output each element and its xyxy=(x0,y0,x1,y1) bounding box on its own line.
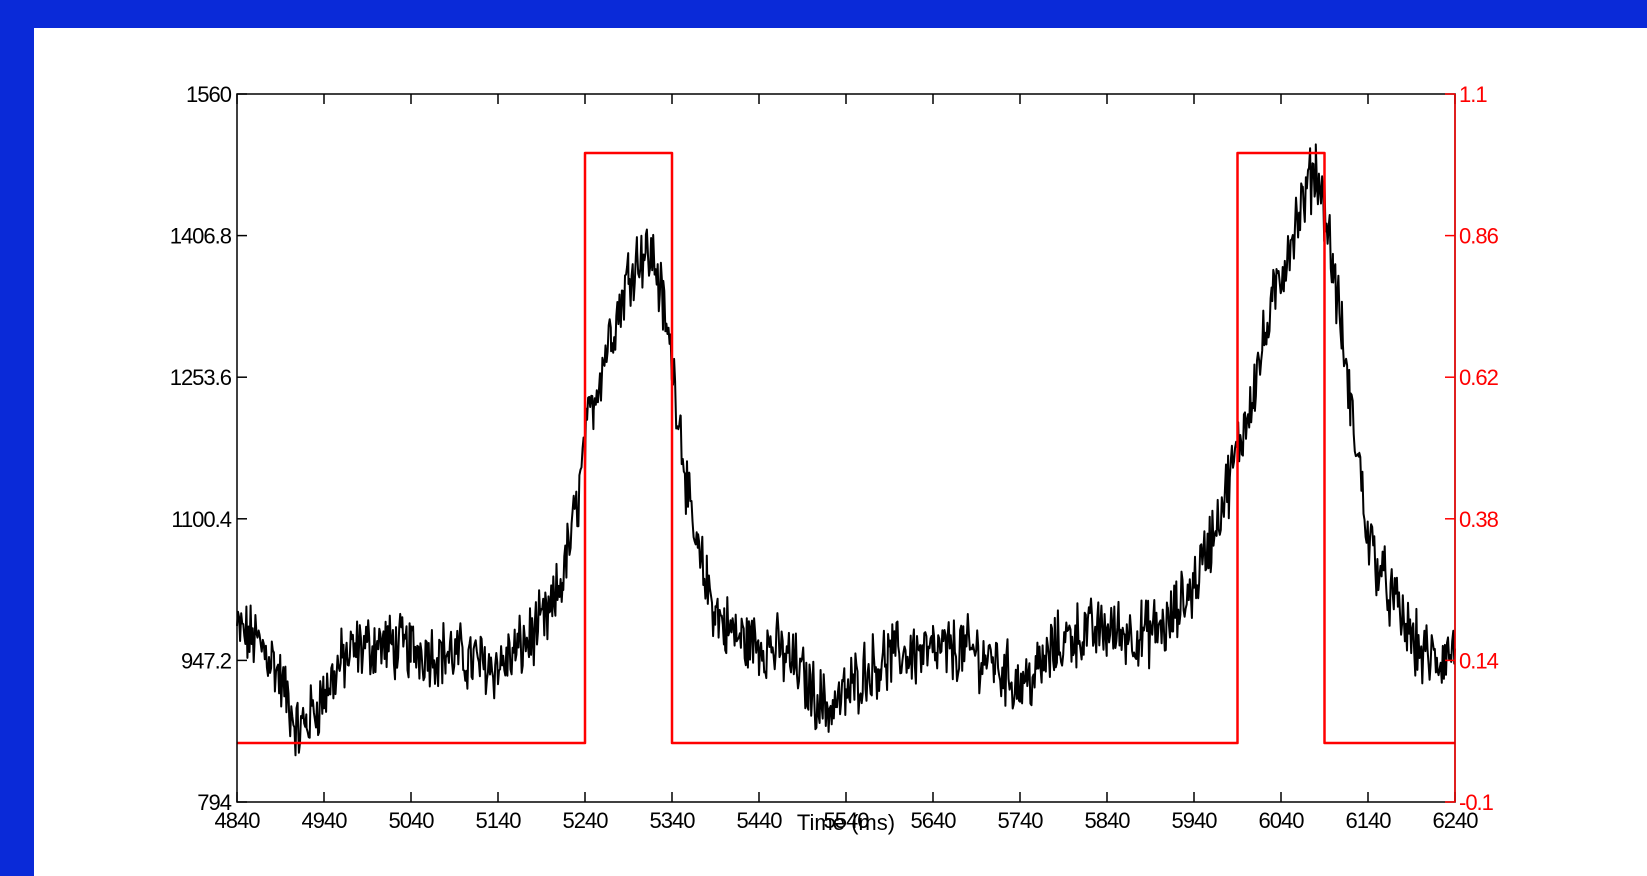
ticks-layer xyxy=(236,93,1456,803)
y-right-tick-label: 0.38 xyxy=(1459,507,1499,532)
x-tick-label: 5240 xyxy=(563,808,609,833)
x-tick-label: 5940 xyxy=(1172,808,1218,833)
x-tick-label: 4840 xyxy=(215,808,261,833)
stimulus-series-line xyxy=(237,151,1455,745)
y-left-tick-label: 1253.6 xyxy=(170,365,232,390)
x-tick-label: 5340 xyxy=(650,808,696,833)
y-right-tick-label: -0.1 xyxy=(1459,790,1494,815)
x-tick-label: 6140 xyxy=(1346,808,1392,833)
x-tick-label: 5140 xyxy=(476,808,522,833)
figure-frame: 4840 4940 5040 5140 5240 5340 5440 5540 5640 5740… xyxy=(34,28,1647,876)
x-axis-label: Time (ms) xyxy=(797,810,895,835)
y-right-tick-label: 0.62 xyxy=(1459,365,1499,390)
y-left-tick-label: 1100.4 xyxy=(171,507,231,532)
x-tick-label: 5440 xyxy=(737,808,783,833)
y-left-tick-label: 947.2 xyxy=(181,648,232,673)
y-left-tick-label: 1406.8 xyxy=(170,224,232,249)
x-tick-label: 6040 xyxy=(1259,808,1305,833)
y-left-tick-label: 794 xyxy=(197,790,231,815)
labels-layer: 4840 4940 5040 5140 5240 5340 5440 5540 5640 5740… xyxy=(170,82,1500,833)
series-layer xyxy=(236,143,1456,757)
chart: 4840 4940 5040 5140 5240 5340 5440 5540 5640 5740… xyxy=(170,82,1500,835)
y-right-tick-label: 0.86 xyxy=(1459,224,1499,249)
y-right-tick-label: 0.14 xyxy=(1459,648,1499,673)
y-left-tick-label: 1560 xyxy=(186,82,232,107)
x-tick-label: 5740 xyxy=(998,808,1044,833)
x-tick-label: 5640 xyxy=(911,808,957,833)
plot-area xyxy=(237,94,1455,802)
signal-series-line xyxy=(236,143,1456,757)
x-tick-label: 5840 xyxy=(1085,808,1131,833)
x-tick-label: 6240 xyxy=(1433,808,1479,833)
x-tick-label: 5540 xyxy=(824,808,870,833)
x-tick-label: 4940 xyxy=(302,808,348,833)
y-right-tick-label: 1.1 xyxy=(1459,82,1487,107)
x-tick-label: 5040 xyxy=(389,808,435,833)
